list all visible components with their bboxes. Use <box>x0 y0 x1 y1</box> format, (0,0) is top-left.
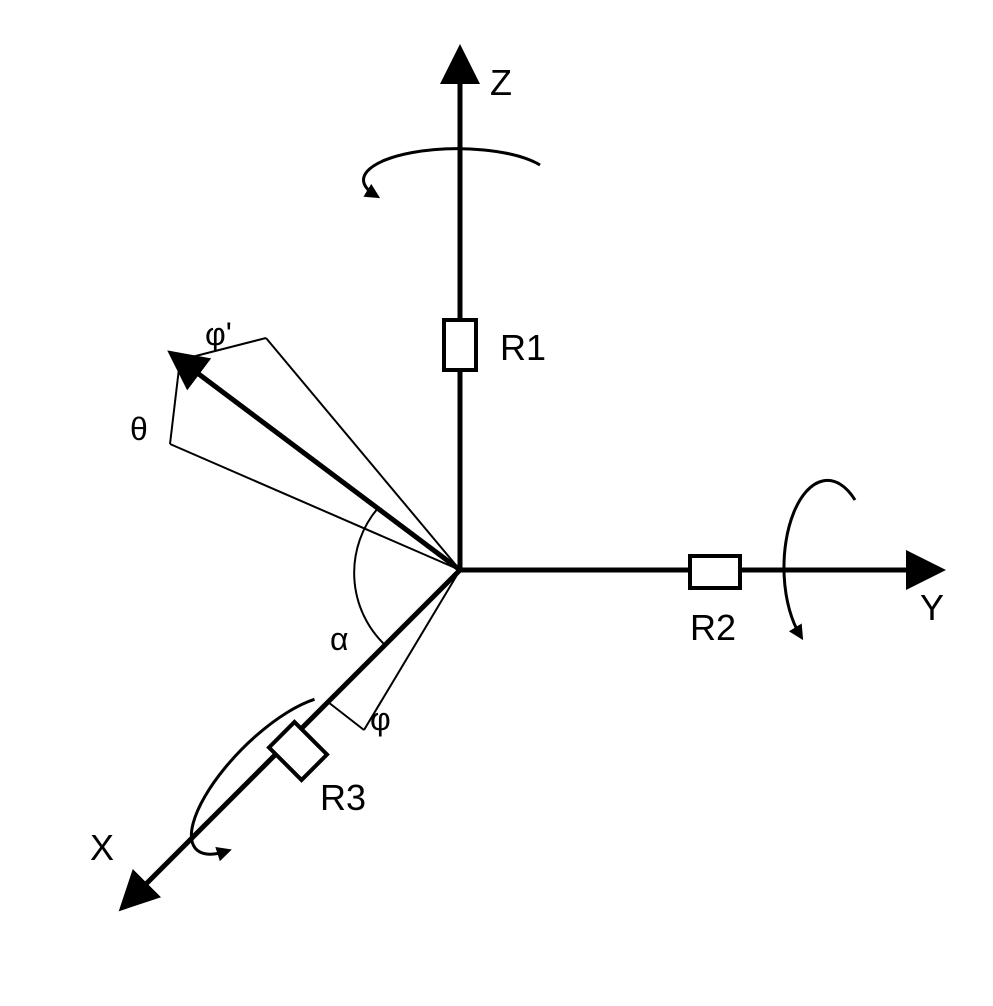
sensor-r2 <box>690 556 740 588</box>
rotation-y-icon <box>784 480 855 635</box>
ortho-side <box>170 360 180 444</box>
theta-label: θ <box>130 411 148 447</box>
phiprime-label: φ' <box>205 316 232 352</box>
helper-vector-upper <box>266 338 460 570</box>
rotation-z-icon <box>364 149 540 195</box>
z-axis-label: Z <box>490 62 512 103</box>
sensor-r2-label: R2 <box>690 607 736 648</box>
sensor-r1 <box>444 320 476 370</box>
coordinate-diagram: Z Y X R1 R2 R3 α φ θ φ' <box>0 0 993 1006</box>
alpha-arc <box>354 508 385 645</box>
alpha-label: α <box>330 621 349 657</box>
phi-label: φ <box>370 701 391 737</box>
main-vector <box>180 360 460 570</box>
y-axis-label: Y <box>920 587 944 628</box>
sensor-r1-label: R1 <box>500 327 546 368</box>
x-axis-label: X <box>90 827 114 868</box>
sensor-r3 <box>269 722 327 780</box>
phi-projection <box>328 702 364 730</box>
sensor-r3-label: R3 <box>320 777 366 818</box>
